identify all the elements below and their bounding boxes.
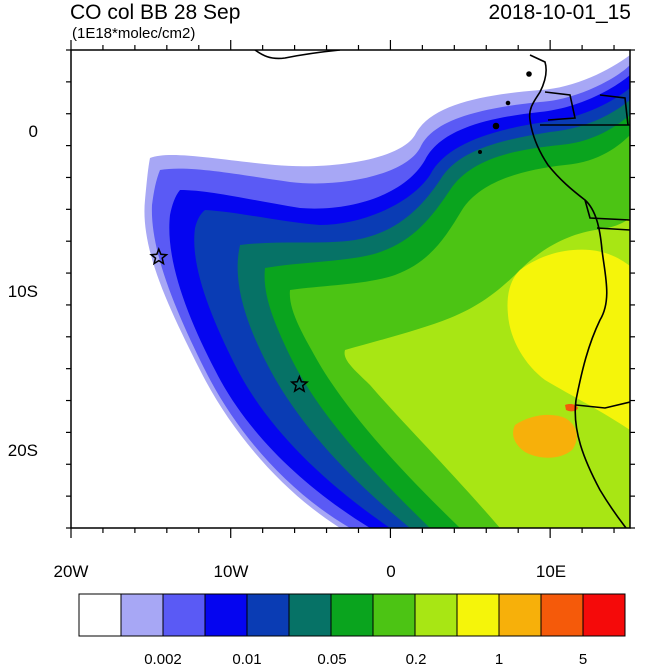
- colorbar-swatch: [120, 593, 164, 637]
- lon-label-10w: 10W: [214, 562, 249, 581]
- star-markers: [149, 247, 309, 393]
- axis-ticks: [66, 40, 635, 538]
- colorbar-label-3: 0.2: [406, 651, 427, 667]
- contour-fill: [71, 50, 630, 528]
- colorbar-label-4: 1: [495, 651, 503, 667]
- colorbar-swatch: [330, 593, 374, 637]
- map-frame: [70, 49, 631, 529]
- lon-label-0: 0: [386, 562, 395, 581]
- timestamp: 2018-10-01_15: [488, 1, 631, 24]
- colorbar-swatch: [204, 593, 248, 637]
- colorbar-swatch: [582, 593, 626, 637]
- colorbar-swatch: [456, 593, 500, 637]
- units-label: (1E18*molec/cm2): [72, 25, 196, 42]
- lat-axis-labels: 0 10S 20S: [8, 122, 38, 460]
- lat-label-10s: 10S: [8, 282, 38, 301]
- coastline: [254, 50, 630, 528]
- lat-label-0: 0: [29, 122, 38, 141]
- lon-label-20w: 20W: [54, 562, 89, 581]
- colorbar-label-5: 5: [579, 651, 587, 667]
- lat-label-20s: 20S: [8, 441, 38, 460]
- lon-label-10e: 10E: [536, 562, 566, 581]
- colorbar-label-1: 0.01: [232, 651, 261, 667]
- star-marker: [289, 374, 309, 393]
- colorbar-swatch: [246, 593, 290, 637]
- colorbar-swatch: [498, 593, 542, 637]
- star-marker: [149, 247, 169, 266]
- colorbar-label-0: 0.002: [144, 651, 182, 667]
- colorbar-swatch: [414, 593, 458, 637]
- colorbar-swatch: [372, 593, 416, 637]
- colorbar-swatch: [288, 593, 332, 637]
- colorbar-labels: 0.002 0.01 0.05 0.2 1 5: [144, 651, 587, 667]
- colorbar-swatch: [78, 593, 122, 637]
- colorbar-swatch: [162, 593, 206, 637]
- colorbar: [78, 593, 626, 637]
- colorbar-label-2: 0.05: [317, 651, 346, 667]
- map-title: CO col BB 28 Sep: [70, 1, 241, 24]
- colorbar-swatch: [540, 593, 584, 637]
- lon-axis-labels: 20W 10W 0 10E: [54, 562, 567, 581]
